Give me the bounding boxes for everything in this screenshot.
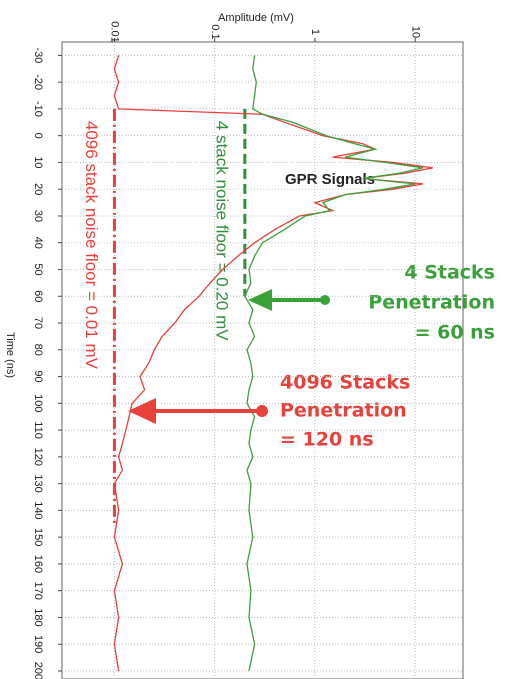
annotation: = 120 ns xyxy=(280,429,374,451)
y-tick-label: 140 xyxy=(32,501,44,519)
y-tick-label: 30 xyxy=(32,210,44,222)
x-tick-label: 0.01 xyxy=(109,21,121,42)
y-tick-label: 90 xyxy=(32,370,44,382)
y-tick-label: 190 xyxy=(32,635,44,653)
y-tick-label: -20 xyxy=(32,74,44,90)
annotation: 4 Stacks xyxy=(404,262,495,284)
arrow-head xyxy=(128,398,156,424)
y-tick-label: -30 xyxy=(32,47,44,63)
y-tick-label: 0 xyxy=(32,133,44,139)
x-axis-label: Amplitude (mV) xyxy=(218,12,294,24)
series-line xyxy=(113,55,433,672)
y-tick-label: 160 xyxy=(32,555,44,573)
y-tick-label: 170 xyxy=(32,581,44,599)
x-tick-label: 10 xyxy=(409,26,421,38)
arrow-head xyxy=(248,289,272,311)
y-tick-label: 80 xyxy=(32,344,44,356)
y-tick-label: 120 xyxy=(32,448,44,466)
y-tick-label: 180 xyxy=(32,608,44,626)
arrows xyxy=(128,289,330,424)
y-tick-label: 200 xyxy=(32,662,44,679)
noise-floor-label: 4 stack noise floor = 0.20 mV xyxy=(212,121,231,341)
y-tick-label: 20 xyxy=(32,183,44,195)
annotation: GPR Signals xyxy=(285,171,375,188)
y-tick-label: 50 xyxy=(32,263,44,275)
y-tick-label: 150 xyxy=(32,528,44,546)
y-tick-label: 110 xyxy=(32,421,44,439)
plot-area xyxy=(61,41,464,679)
y-tick-label: 10 xyxy=(32,156,44,168)
annotation: Penetration xyxy=(368,292,495,314)
arrow-tail xyxy=(256,405,268,417)
series-line xyxy=(244,55,424,672)
y-tick-label: -10 xyxy=(32,101,44,117)
arrow-tail xyxy=(320,295,330,305)
noise-floor-label: 4096 stack noise floor = 0.01 mV xyxy=(82,121,101,370)
y-tick-label: 40 xyxy=(32,237,44,249)
x-tick-label: 1 xyxy=(309,29,321,35)
y-tick-label: 100 xyxy=(32,394,44,412)
annotation: Penetration xyxy=(280,400,407,422)
y-tick-label: 130 xyxy=(32,474,44,492)
x-tick-label: 0.1 xyxy=(209,24,221,39)
y-tick-label: 60 xyxy=(32,290,44,302)
annotation: = 60 ns xyxy=(415,322,495,344)
y-axis-label: Time (ns) xyxy=(4,332,16,378)
y-tick-label: 70 xyxy=(32,317,44,329)
annotation: 4096 Stacks xyxy=(280,372,410,394)
